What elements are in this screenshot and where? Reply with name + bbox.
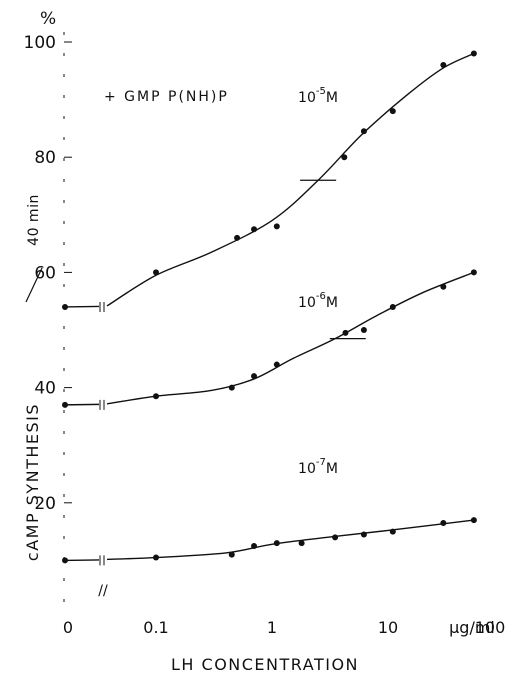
series-3-point-10 — [470, 517, 477, 524]
y-label-slash — [25, 267, 43, 303]
y-tick-label-60: 60 — [34, 263, 56, 283]
y-unit-symbol: % — [40, 9, 56, 29]
series-3-label: 10-7M — [298, 457, 338, 477]
y-tick-label-80: 80 — [34, 148, 56, 168]
series-3-point-1 — [153, 554, 159, 561]
series-2-point-7 — [389, 303, 396, 310]
x-tick-label-100: 100 — [475, 618, 506, 637]
series-2-point-8 — [440, 283, 447, 290]
series-1-point-5 — [341, 154, 348, 161]
series-2: 10-6M — [62, 269, 477, 410]
series-1-point-2 — [234, 234, 241, 241]
series-1-point-8 — [440, 62, 447, 69]
series-1-point-zero — [62, 303, 68, 310]
x-axis-break: // — [98, 583, 108, 599]
series-3-point-7 — [360, 531, 367, 538]
series-2-label: 10-6M — [298, 291, 338, 311]
series-3-point-3 — [251, 543, 258, 549]
series-2-point-zero — [62, 401, 68, 408]
series-2-point-4 — [273, 361, 280, 368]
series-3-point-6 — [332, 534, 339, 541]
x-tick-label-0: 0 — [63, 618, 73, 637]
series-2-point-6 — [360, 327, 367, 333]
y-axis-ticks: 100 80 60 40 20 — [24, 33, 72, 514]
y-label-main: cAMP SYNTHESIS — [23, 403, 42, 561]
series-3-line — [63, 519, 474, 562]
series-2-point-3 — [251, 373, 258, 380]
x-tick-label-0.1: 0.1 — [143, 618, 168, 637]
y-tick-label-100: 100 — [24, 33, 56, 53]
annotation-gmp: + GMP P(NH)P — [104, 89, 229, 105]
series-3-point-9 — [440, 519, 447, 526]
x-unit-label: μg/ml — [449, 618, 495, 637]
series-2-point-5 — [342, 329, 349, 336]
series-2-point-2 — [228, 384, 235, 391]
series-2-line — [63, 271, 475, 406]
series-2-point-9 — [470, 269, 477, 276]
series-3-point-8 — [389, 528, 396, 535]
series-3: 10-7M — [62, 457, 477, 566]
x-tick-label-10: 10 — [378, 618, 398, 637]
series-1-point-9 — [470, 50, 477, 57]
series-3-point-4 — [273, 540, 280, 547]
x-tick-label-1: 1 — [267, 618, 277, 637]
series-1-label: 10-5M — [298, 86, 338, 106]
series-1-point-7 — [389, 108, 396, 115]
x-axis-ticks: 0 0.1 1 10 100 // — [63, 583, 505, 637]
series-1-point-3 — [251, 226, 258, 233]
series-1-point-6 — [360, 128, 367, 135]
series-3-point-2 — [228, 551, 235, 558]
y-label-unit-den: 40 min — [26, 194, 42, 246]
series-1-point-1 — [153, 269, 159, 276]
series-3-point-5 — [298, 540, 305, 547]
series-3-point-zero — [62, 557, 68, 564]
series-group: 10-5M 10-6M 10-7M — [62, 50, 477, 566]
y-tick-label-20: 20 — [34, 494, 56, 514]
series-1-point-4 — [273, 223, 280, 230]
series-2-point-1 — [153, 393, 159, 400]
y-tick-label-40: 40 — [34, 379, 56, 399]
x-axis-label: LH CONCENTRATION — [171, 655, 359, 674]
